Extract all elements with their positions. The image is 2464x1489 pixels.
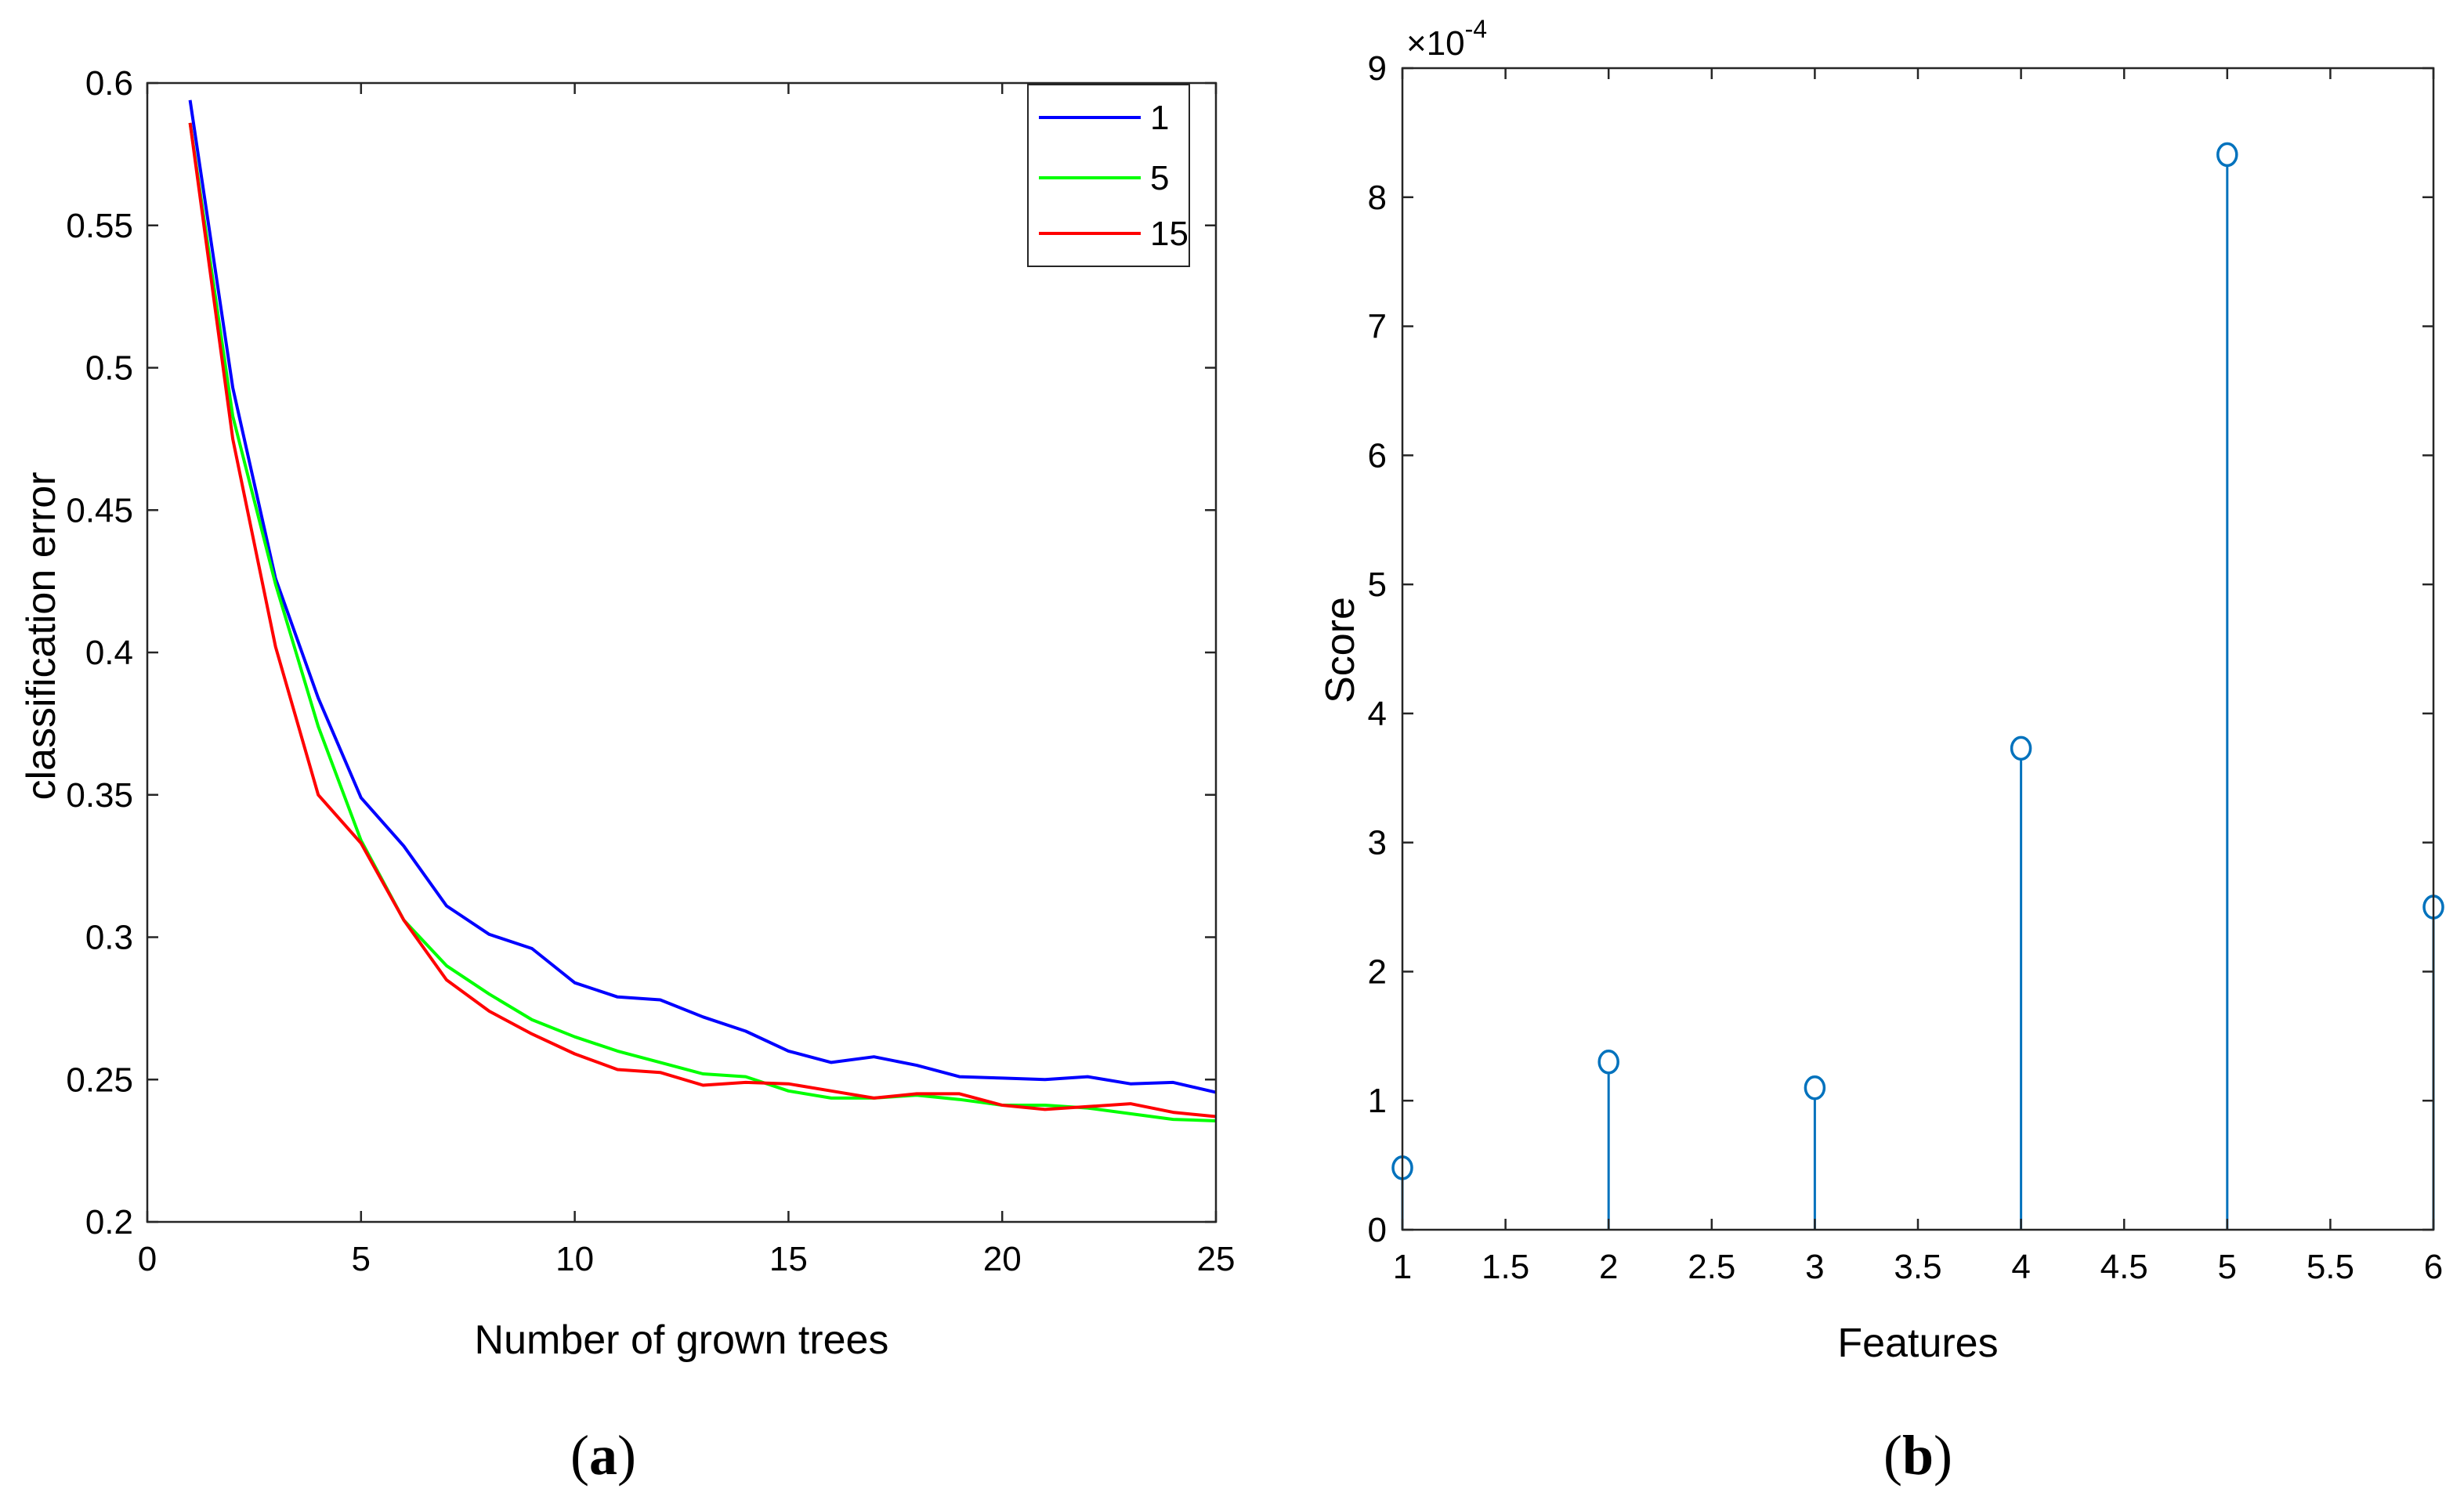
x-tick-label: 20	[983, 1240, 1022, 1278]
panel-b-stems	[1391, 142, 2444, 1230]
x-tick-label: 6	[2424, 1248, 2443, 1286]
y-tick-label: 0.4	[85, 634, 133, 672]
panel-a-caption-open: (	[570, 1424, 589, 1487]
panel-b-exponent-base: ×10	[1406, 24, 1465, 63]
panel-b-axes-box	[1401, 67, 2435, 1231]
panel-b-xticks: 1 1.5 2 2.5 3 3.5 4 4.5 5 5.5 6	[1393, 68, 2443, 1286]
x-tick-label: 4	[2011, 1248, 2030, 1286]
x-tick-label: 3	[1805, 1248, 1824, 1286]
panel-a-caption-letter: a	[589, 1424, 617, 1487]
x-tick-label: 2	[1599, 1248, 1618, 1286]
y-tick-label: 9	[1368, 49, 1387, 88]
series-line-5	[188, 122, 1217, 1122]
y-tick-label: 0.45	[66, 491, 133, 529]
x-tick-label: 10	[555, 1240, 594, 1278]
panel-b-caption-letter: b	[1902, 1424, 1934, 1487]
x-tick-label: 4.5	[2100, 1248, 2148, 1286]
stem-marker	[2010, 735, 2032, 761]
x-tick-label: 5	[2218, 1248, 2237, 1286]
stem-marker	[2216, 142, 2238, 168]
y-tick-label: 8	[1368, 179, 1387, 217]
x-tick-label: 1.5	[1482, 1248, 1529, 1286]
y-tick-label: 0.6	[85, 64, 133, 103]
panel-a-lines	[188, 99, 1217, 1122]
y-tick-label: 0.2	[85, 1203, 133, 1241]
panel-a-caption: (a)	[570, 1424, 636, 1487]
y-tick-label: 0.3	[85, 919, 133, 957]
panel-a-xlabel: Number of grown trees	[475, 1317, 889, 1363]
y-tick-label: 0.55	[66, 207, 133, 245]
y-tick-label: 3	[1368, 824, 1387, 862]
panel-a-caption-close: )	[617, 1424, 636, 1487]
y-tick-label: 2	[1368, 952, 1387, 991]
legend-label-1: 1	[1150, 99, 1169, 137]
series-line-15	[188, 122, 1217, 1119]
x-tick-label: 15	[769, 1240, 808, 1278]
x-tick-label: 5.5	[2307, 1248, 2354, 1286]
y-tick-label: 0.25	[66, 1061, 133, 1099]
legend-label-5: 5	[1150, 159, 1169, 197]
y-tick-label: 6	[1368, 436, 1387, 475]
x-tick-label: 25	[1197, 1240, 1236, 1278]
panel-b-caption-open: (	[1883, 1424, 1902, 1487]
x-tick-label: 3.5	[1894, 1248, 1941, 1286]
y-tick-label: 5	[1368, 566, 1387, 604]
panel-a-xticks: 0 5 10 15 20 25	[138, 83, 1236, 1278]
panel-b-xlabel: Features	[1837, 1321, 1998, 1366]
panel-a-ylabel: classification error	[19, 472, 64, 800]
panel-a-legend: 1 5 15	[1027, 84, 1190, 267]
y-tick-label: 0	[1368, 1211, 1387, 1249]
series-line-1	[188, 99, 1217, 1094]
x-tick-label: 1	[1393, 1248, 1412, 1286]
x-tick-label: 5	[352, 1240, 371, 1278]
panel-b-exponent: ×10-4	[1406, 15, 1487, 63]
panel-a: 0 5 10 15 20 25 0.20.250.30.350.40.450.50.550…	[19, 64, 1235, 1487]
y-tick-label: 0.5	[85, 349, 133, 388]
panel-b-ylabel: Score	[1318, 597, 1363, 703]
legend-label-15: 15	[1150, 215, 1189, 253]
panel-b-exponent-power: -4	[1465, 15, 1487, 43]
panel-b-caption: (b)	[1883, 1424, 1952, 1487]
panel-b-caption-close: )	[1934, 1424, 1952, 1487]
x-tick-label: 2.5	[1688, 1248, 1735, 1286]
stem-marker	[1597, 1050, 1619, 1075]
x-tick-label: 0	[138, 1240, 157, 1278]
y-tick-label: 0.35	[66, 776, 133, 815]
y-tick-label: 7	[1368, 308, 1387, 346]
y-tick-label: 4	[1368, 695, 1387, 733]
legend-box	[1027, 84, 1190, 267]
stem-marker	[1804, 1075, 1826, 1100]
panel-a-yticks: 0.2 0.25 0.3 0.35 0.4 0.45 0.5 0.55 0.6	[66, 64, 1216, 1241]
y-tick-label: 1	[1368, 1082, 1387, 1120]
panel-b-yticks: 0 1 2 3 4 5 6 7 8 9	[1368, 49, 2433, 1249]
